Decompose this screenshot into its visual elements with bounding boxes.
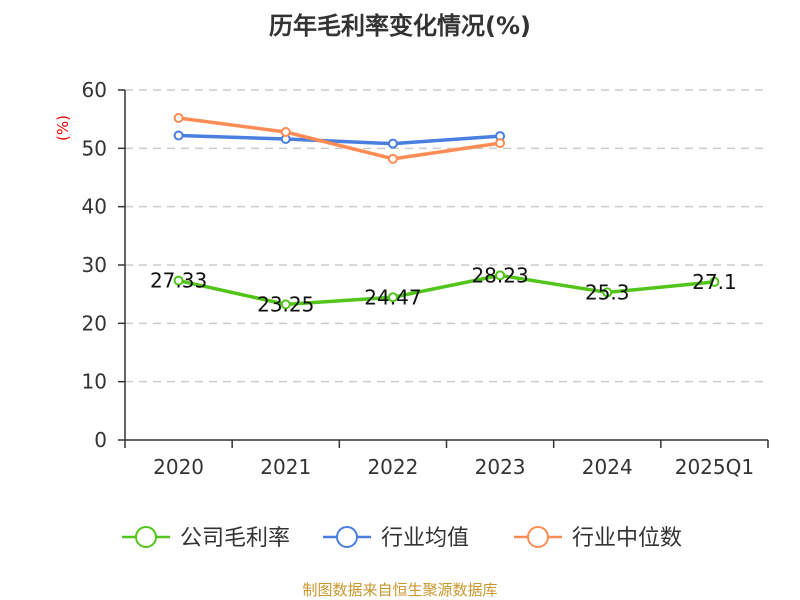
- legend-marker-icon: [527, 526, 549, 548]
- data-label: 27.33: [150, 269, 207, 293]
- data-point: [602, 287, 613, 298]
- legend-marker-icon: [135, 526, 157, 548]
- data-point: [495, 138, 506, 149]
- x-tick-label: 2020: [153, 455, 204, 479]
- footer-source: 制图数据来自恒生聚源数据库: [302, 581, 497, 599]
- data-point: [280, 299, 291, 310]
- y-axis-label: (%): [54, 115, 72, 141]
- data-label: 28.23: [471, 263, 528, 287]
- data-point: [495, 270, 506, 281]
- y-tick-label: 30: [82, 253, 107, 277]
- data-label: 24.47: [364, 285, 421, 309]
- y-tick-label: 0: [94, 428, 107, 452]
- data-point: [709, 276, 720, 287]
- chart-title: 历年毛利率变化情况(%): [269, 12, 531, 40]
- data-label: 27.1: [692, 270, 737, 294]
- data-point: [173, 130, 184, 141]
- data-point: [173, 275, 184, 286]
- data-point: [280, 127, 291, 137]
- legend-marker-icon: [336, 526, 358, 548]
- y-tick-label: 50: [82, 136, 107, 160]
- x-tick-label: 2024: [582, 455, 633, 479]
- x-tick-label: 2022: [367, 455, 418, 479]
- y-tick-label: 40: [82, 195, 107, 219]
- legend-item-label: 行业中位数: [572, 526, 682, 551]
- series-line-0: [178, 273, 715, 307]
- data-point: [387, 153, 398, 164]
- y-tick-label: 10: [82, 370, 107, 394]
- y-tick-label: 20: [82, 311, 107, 335]
- data-label: 23.25: [257, 292, 314, 316]
- data-point: [173, 113, 184, 123]
- series-line-1: [178, 133, 501, 146]
- legend-item-label: 公司毛利率: [180, 526, 290, 551]
- legend-item-label: 行业均值: [381, 526, 469, 551]
- x-tick-label: 2021: [260, 455, 311, 479]
- data-label: 25.3: [585, 280, 630, 304]
- x-tick-label: 2025Q1: [675, 455, 754, 479]
- series-line-2: [178, 116, 501, 161]
- y-tick-label: 60: [82, 78, 107, 102]
- x-tick-label: 2023: [475, 455, 526, 479]
- data-point: [387, 292, 398, 303]
- data-point: [387, 138, 398, 149]
